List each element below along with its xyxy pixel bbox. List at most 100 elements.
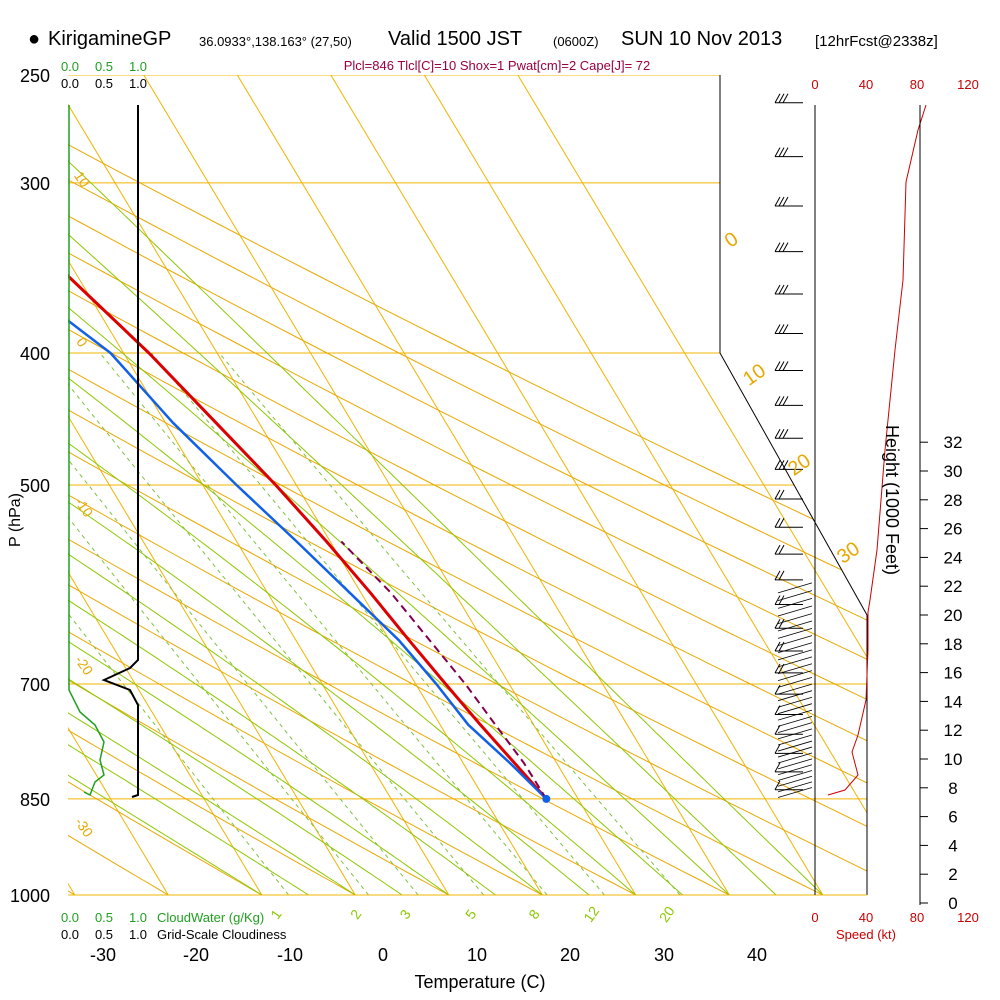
- wind-barb-flag: [778, 460, 785, 470]
- dry-adiabat-line: [68, 75, 356, 895]
- wind-barb-lowlevel: [777, 716, 813, 727]
- wind-barb-flag: [782, 361, 789, 371]
- wind-barb-flag: [782, 324, 789, 334]
- moist-adiabat-line: [68, 75, 637, 895]
- mixing-ratio-line: [218, 352, 681, 895]
- pressure-tick-label: 300: [20, 174, 50, 194]
- moist-adiabat-line: [68, 75, 543, 895]
- height-tick-label: 4: [948, 836, 957, 855]
- wind-barb-flag: [774, 780, 781, 790]
- dry-adiabat-line: [68, 75, 867, 895]
- mixing-ratio-label: 2: [347, 906, 365, 922]
- wind-barb-flag: [774, 544, 781, 555]
- temperature-profile: [68, 97, 548, 800]
- wind-barb-flag: [782, 147, 789, 157]
- valid-time: Valid 1500 JST: [388, 28, 523, 50]
- moist-adiabat-line: [68, 75, 309, 895]
- pressure-tick-label: 250: [20, 66, 50, 86]
- wind-barb-flag: [778, 196, 785, 207]
- wind-barb-lowlevel: [777, 758, 813, 770]
- pressure-tick-label: 500: [20, 476, 50, 496]
- temperature-tick-label: 0: [378, 945, 388, 965]
- wind-barb-flag: [782, 284, 789, 295]
- wind-barb-flag: [778, 489, 785, 500]
- wind-barb-flag: [778, 618, 785, 629]
- wind-barb-lowlevel: [777, 690, 813, 702]
- dry-adiabat-line: [68, 75, 867, 895]
- speed-top-tick: 0: [811, 77, 818, 92]
- wind-barb-lowlevel: [777, 764, 813, 776]
- wind-barb-flag: [782, 396, 789, 406]
- parcel-path: [340, 540, 548, 800]
- wind-barb-flag: [774, 570, 781, 581]
- wind-barb-flag: [774, 460, 781, 470]
- height-tick-label: 18: [944, 635, 963, 654]
- wind-barb-lowlevel: [777, 709, 813, 721]
- wind-barb-flag: [774, 324, 781, 334]
- wind-barb-flag: [782, 242, 789, 252]
- speed-bottom-tick: 80: [910, 910, 924, 925]
- cloudiness-axis-label: Grid-Scale Cloudiness: [157, 927, 287, 942]
- moist-adiabat-line: [68, 75, 730, 895]
- wind-barb-flag: [774, 744, 781, 754]
- temperature-tick-label: 10: [467, 945, 487, 965]
- temperature-tick-label: -10: [277, 945, 303, 965]
- wind-barb-flag: [774, 762, 781, 773]
- cloudiness-top-tick: 1.0: [129, 76, 147, 91]
- height-tick-label: 6: [948, 808, 957, 827]
- wind-barb-flag: [778, 361, 785, 371]
- height-tick-label: 20: [944, 606, 963, 625]
- cloudwater-bottom-tick: 1.0: [129, 910, 147, 925]
- cloudiness-bottom-tick: 0.0: [61, 927, 79, 942]
- wind-barb-lowlevel: [777, 775, 813, 787]
- wind-barb-flag: [778, 570, 785, 581]
- height-tick-label: 30: [944, 462, 963, 481]
- mixing-ratio-label: 1: [267, 906, 285, 922]
- wind-barb-flag: [774, 361, 781, 371]
- dry-adiabat-line: [68, 75, 867, 895]
- wind-barb-flag: [782, 429, 789, 439]
- wind-barb-lowlevel: [777, 722, 813, 734]
- temperature-tick-label: 30: [654, 945, 674, 965]
- station-name: KirigamineGP: [48, 28, 172, 50]
- wind-barb-lowlevel: [777, 734, 813, 746]
- pressure-tick-label: 700: [20, 675, 50, 695]
- temperature-tick-label: 40: [747, 945, 767, 965]
- height-tick-label: 2: [948, 865, 957, 884]
- mixing-ratio-line: [68, 352, 289, 895]
- wind-barb-flag: [774, 684, 781, 695]
- wind-barb-flag: [774, 663, 781, 674]
- wind-barb-flag: [778, 93, 785, 103]
- pressure-tick-label: 1000: [10, 886, 50, 906]
- surface-point-marker: [542, 794, 551, 803]
- speed-bottom-tick: 120: [957, 910, 979, 925]
- height-tick-label: 28: [944, 491, 963, 510]
- height-tick-label: 14: [944, 692, 963, 711]
- cloudwater-top-tick: 0.0: [61, 59, 79, 74]
- mixing-ratio-label: 12: [580, 903, 602, 925]
- wind-barb-flag: [774, 284, 781, 295]
- wind-barb-lowlevel: [777, 649, 813, 661]
- height-tick-label: 32: [944, 433, 963, 452]
- wind-barb-flag: [778, 429, 785, 439]
- left-adiabat-label: -30: [72, 814, 97, 840]
- wind-barb-lowlevel: [777, 677, 813, 688]
- wind-speed-trace: [827, 104, 927, 796]
- moist-adiabat-line: [68, 75, 450, 895]
- dry-adiabat-label: 0: [721, 228, 743, 252]
- height-tick-label: 10: [944, 750, 963, 769]
- speed-top-tick: 80: [910, 77, 924, 92]
- plot-frame-right: [719, 75, 868, 895]
- isotherm-line: [330, 75, 824, 895]
- dry-adiabat-line: [68, 75, 263, 895]
- wind-barb-flag: [778, 284, 785, 295]
- dry-adiabat-line: [68, 75, 450, 895]
- dry-adiabat-line: [68, 75, 867, 895]
- wind-barb-lowlevel: [777, 703, 813, 715]
- wind-barb-flag: [774, 242, 781, 252]
- isotherm-line: [68, 75, 450, 895]
- wind-barb-lowlevel: [777, 670, 813, 682]
- speed-bottom-tick: 0: [811, 910, 818, 925]
- wind-barb-lowlevel: [777, 642, 813, 654]
